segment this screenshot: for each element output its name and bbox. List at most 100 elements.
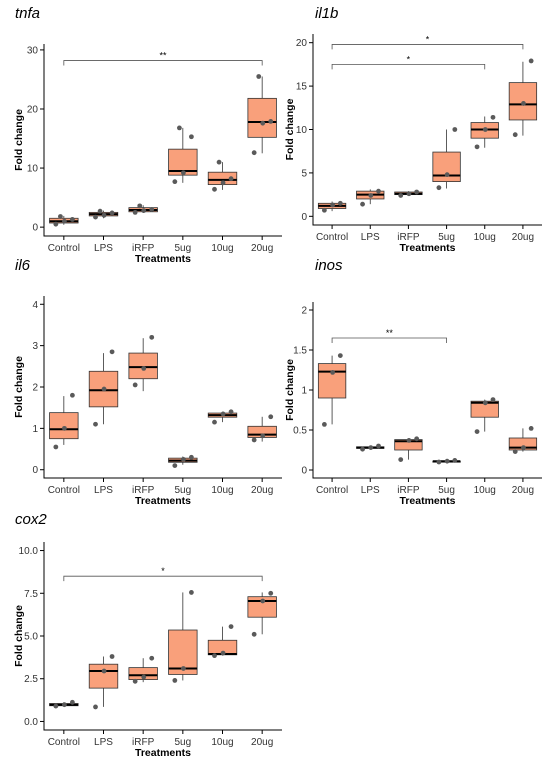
significance-bracket: **	[63, 51, 263, 66]
significance-label: **	[386, 328, 394, 338]
y-tick-label: 5	[301, 168, 307, 179]
box-Control	[317, 355, 347, 425]
x-axis-label: Treatments	[399, 242, 455, 254]
data-point	[189, 590, 194, 595]
data-point	[172, 463, 178, 468]
box-5ug	[432, 129, 461, 189]
x-tick-label: iRFP	[397, 485, 420, 496]
panel-cox2: cox2 0.0 2.5 5.0 7.5 10.0 Control LPS iRFP 5ug 10u…	[13, 511, 282, 759]
data-point	[132, 209, 138, 215]
x-tick-label: Control	[316, 485, 348, 496]
x-tick-label: 20ug	[512, 232, 534, 243]
data-point	[62, 425, 67, 431]
y-tick-label: 3	[32, 341, 38, 352]
data-point	[528, 58, 534, 64]
x-tick-label: 5ug	[174, 737, 191, 748]
data-point	[70, 392, 75, 398]
significance-label: **	[159, 51, 167, 61]
x-tick-label: 5ug	[438, 485, 455, 496]
box-LPS	[88, 656, 119, 707]
box-iqr	[128, 352, 158, 380]
data-point	[321, 207, 327, 213]
y-tick-label: 0	[32, 465, 38, 476]
data-point	[521, 445, 526, 450]
data-point	[368, 193, 374, 198]
x-tick-label: 20ug	[251, 243, 273, 254]
significance-bracket: **	[331, 328, 447, 343]
data-point	[337, 200, 343, 206]
data-point	[149, 655, 155, 661]
y-tick-label: 20	[27, 104, 39, 115]
data-point	[149, 334, 155, 340]
x-tick-label: 20ug	[251, 485, 273, 496]
y-tick-label: 0	[301, 212, 307, 223]
x-tick-label: 10ug	[211, 737, 233, 748]
data-point	[212, 186, 217, 192]
x-tick-label: iRFP	[132, 243, 155, 254]
x-tick-label: 20ug	[251, 737, 273, 748]
data-point	[212, 653, 217, 659]
data-point	[228, 624, 234, 629]
y-axis-label: Fold change	[13, 356, 25, 418]
x-tick-label: 10ug	[211, 485, 233, 496]
bracket-line	[63, 575, 263, 582]
data-point	[132, 382, 138, 388]
x-axis-label: Treatments	[135, 747, 191, 759]
data-point	[260, 598, 266, 604]
x-tick-label: Control	[48, 485, 80, 496]
x-tick-label: 20ug	[512, 485, 534, 496]
y-tick-label: 7.5	[24, 589, 38, 600]
panel-title: tnfa	[15, 5, 40, 22]
data-point	[141, 208, 147, 213]
data-point	[330, 370, 336, 375]
x-tick-label: iRFP	[397, 232, 420, 243]
x-tick-label: Control	[48, 737, 80, 748]
data-point	[398, 193, 404, 198]
data-point	[189, 134, 194, 140]
data-point	[181, 456, 186, 462]
data-point	[260, 120, 266, 126]
data-point	[109, 210, 115, 216]
data-point	[189, 454, 194, 460]
x-axis-label: Treatments	[135, 253, 191, 265]
box-iRFP	[128, 338, 158, 392]
data-point	[414, 189, 420, 195]
x-tick-label: LPS	[361, 485, 380, 496]
box-20ug	[247, 76, 277, 154]
data-point	[172, 678, 178, 683]
box-iqr	[88, 663, 119, 689]
data-point	[482, 400, 488, 406]
bracket-line	[331, 63, 486, 70]
x-tick-label: iRFP	[132, 737, 155, 748]
y-tick-label: 0.5	[293, 426, 307, 437]
data-point	[132, 678, 138, 684]
data-point	[444, 172, 450, 178]
data-point	[490, 397, 496, 402]
data-point	[360, 446, 365, 452]
y-tick-label: 2	[301, 306, 307, 317]
y-axis-label: Fold change	[284, 98, 296, 160]
y-tick-label: 15	[296, 82, 308, 93]
data-point	[268, 118, 274, 124]
y-tick-label: 20	[296, 38, 308, 49]
y-tick-label: 0.0	[24, 717, 38, 728]
bracket-line	[331, 44, 524, 50]
panel-title: il6	[15, 257, 31, 274]
data-point	[181, 170, 186, 176]
y-tick-label: 1	[301, 386, 307, 397]
data-point	[216, 159, 222, 165]
data-point	[228, 176, 234, 182]
data-point	[93, 421, 98, 427]
data-point	[251, 437, 257, 443]
data-point	[109, 654, 115, 659]
data-point	[330, 202, 336, 208]
panel-title: inos	[315, 257, 343, 274]
data-point	[251, 631, 257, 637]
data-point	[228, 409, 234, 415]
panel-inos: inos 0 0.5 1 1.5 2 Control LPS iRFP 5ug 10ug 20ug Tr…	[284, 257, 542, 507]
panel-il6: il6 0 1 2 3 4 Control LPS iRFP 5ug 10ug 20ug Treatme…	[13, 257, 282, 507]
data-point	[97, 208, 103, 214]
y-axis-label: Fold change	[13, 109, 25, 171]
y-tick-label: 1.5	[293, 346, 307, 357]
data-point	[101, 386, 107, 392]
